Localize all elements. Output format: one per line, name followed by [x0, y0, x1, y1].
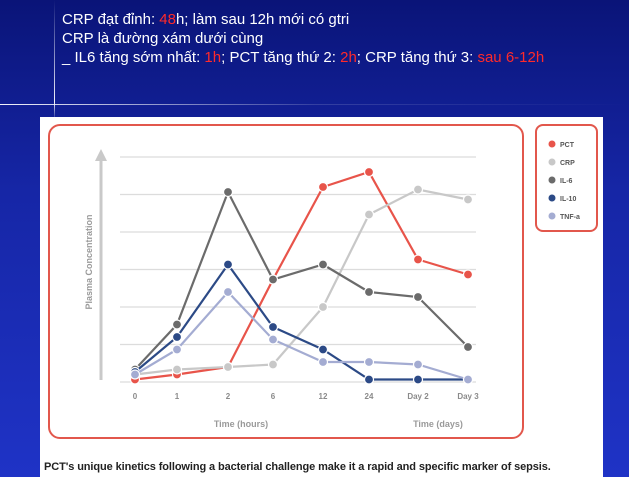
decorative-horizontal-line	[0, 104, 629, 105]
legend-label: IL-6	[560, 178, 573, 185]
x-tick-label: 12	[319, 392, 328, 401]
note-text: ; CRP tăng thứ 3:	[356, 49, 478, 66]
x-tick-label: 6	[271, 392, 276, 401]
x-axis-label-days: Time (days)	[413, 419, 463, 429]
legend-marker	[547, 175, 557, 185]
legend-label: PCT	[560, 142, 575, 149]
note-line-2: CRP là đường xám dưới cùng	[62, 30, 264, 47]
data-point	[171, 364, 183, 375]
data-point	[171, 344, 183, 355]
note-text: h; làm sau 12h mới có gtri	[175, 11, 350, 28]
data-point	[363, 209, 375, 220]
data-point	[222, 286, 234, 298]
data-point	[462, 194, 474, 205]
x-tick-labels: 0 1 2 6 12 24 Day 2 Day 3	[133, 392, 479, 401]
legend-label: TNF-a	[560, 214, 580, 221]
data-point	[267, 359, 279, 370]
data-point	[363, 286, 375, 298]
data-point	[129, 369, 141, 380]
series-line	[134, 188, 469, 376]
data-point	[462, 374, 474, 385]
kinetics-chart: Plasma Concentration 0 1 2 6 12 24 Day 2 Day 3 …	[84, 139, 580, 429]
data-point	[317, 344, 329, 355]
note-text: CRP đạt đỉnh:	[62, 11, 160, 28]
x-tick-label: 1	[175, 392, 180, 401]
note-highlight: 1h	[204, 49, 222, 66]
chart-frame	[48, 124, 524, 439]
y-axis-label: Plasma Concentration	[84, 214, 94, 309]
series-il-6	[129, 186, 474, 375]
x-tick-label: Day 3	[457, 392, 479, 401]
legend-frame	[535, 124, 598, 232]
legend-marker	[547, 193, 557, 203]
data-point	[222, 186, 234, 198]
data-point	[412, 254, 424, 265]
data-point	[222, 259, 234, 270]
note-text: _ IL6 tăng sớm nhất:	[62, 49, 205, 66]
chart-caption: PCT's unique kinetics following a bacter…	[44, 461, 551, 473]
note-highlight: sau 6-12h	[477, 49, 545, 66]
data-point	[317, 356, 329, 368]
note-highlight: 48	[159, 11, 176, 28]
data-point	[267, 334, 279, 345]
legend-marker	[547, 139, 557, 149]
x-tick-label: Day 2	[407, 392, 429, 401]
series-line	[134, 189, 469, 371]
data-point	[267, 274, 279, 285]
note-line-1: CRP đạt đỉnh: 48h; làm sau 12h mới có gt…	[62, 10, 622, 29]
y-axis-arrowhead	[95, 149, 107, 161]
series-line	[134, 290, 469, 381]
x-axis-label-hours: Time (hours)	[214, 419, 268, 429]
x-tick-label: 2	[226, 392, 231, 401]
legend: PCT CRP IL-6 IL-10 TNF-a	[547, 139, 580, 221]
note-line-3: _ IL6 tăng sớm nhất: 1h; PCT tăng thứ 2:…	[62, 48, 622, 67]
chart-panel: Plasma Concentration 0 1 2 6 12 24 Day 2 Day 3 …	[40, 117, 603, 477]
x-tick-label: 24	[365, 392, 374, 401]
legend-label: CRP	[560, 160, 575, 167]
data-point	[267, 321, 279, 333]
data-point	[363, 374, 375, 385]
legend-marker	[547, 211, 557, 221]
series-group	[129, 166, 474, 385]
legend-marker	[547, 157, 557, 167]
data-point	[363, 166, 375, 178]
series-line	[134, 170, 469, 381]
data-point	[317, 181, 329, 193]
data-point	[412, 359, 424, 370]
data-point	[462, 269, 474, 280]
legend-label: IL-10	[560, 196, 576, 203]
note-highlight: 2h	[340, 49, 357, 66]
data-point	[412, 374, 424, 385]
series-line	[134, 262, 468, 381]
data-point	[412, 291, 424, 303]
data-point	[317, 301, 329, 313]
slide-notes: CRP đạt đỉnh: 48h; làm sau 12h mới có gt…	[62, 10, 622, 67]
series-tnf-a	[129, 286, 474, 385]
x-tick-label: 0	[133, 392, 138, 401]
data-point	[462, 341, 474, 353]
data-point	[317, 259, 329, 270]
data-point	[363, 356, 375, 368]
data-point	[222, 361, 234, 373]
data-point	[171, 319, 183, 330]
data-point	[171, 331, 183, 343]
data-point	[412, 184, 424, 195]
series-il-10	[129, 259, 474, 385]
decorative-vertical-line	[54, 0, 55, 120]
note-text: ; PCT tăng thứ 2:	[221, 49, 341, 66]
